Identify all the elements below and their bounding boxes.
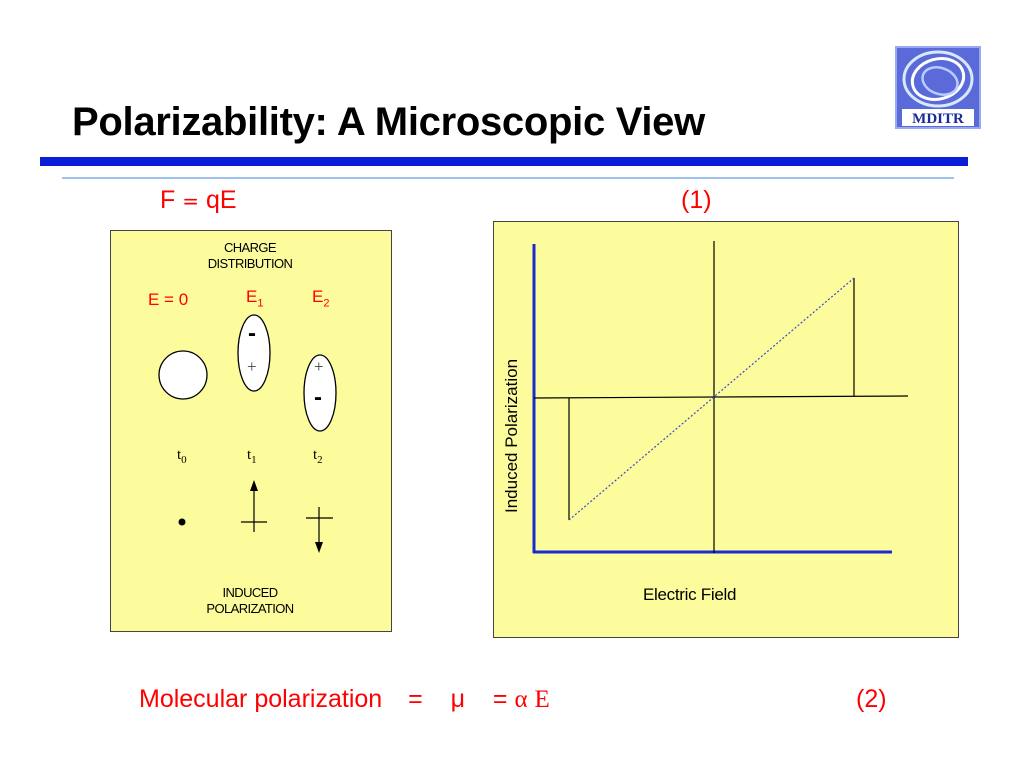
force-equation: F = qE <box>160 186 237 215</box>
t2-base: t <box>313 447 318 463</box>
dipole-2-arrowhead <box>315 542 323 553</box>
y-axis-label: Induced Polarization <box>502 358 521 513</box>
time-t2-label: t2 <box>313 447 323 466</box>
equation-number-2: (2) <box>856 685 887 713</box>
time-t1-label: t1 <box>247 447 257 466</box>
t1-base: t <box>247 447 252 463</box>
equation-text: Molecular polarization <box>139 685 383 713</box>
charge-distribution-heading: CHARGE DISTRIBUTION <box>190 240 310 272</box>
slide-title: Polarizability: A Microscopic View <box>72 100 705 144</box>
e1-plus-charge: + <box>247 357 257 376</box>
title-underline-thin <box>62 177 954 179</box>
field-e1-label: E1 <box>246 287 263 309</box>
e2-base: E <box>312 287 324 306</box>
t2-sub: 2 <box>317 454 323 466</box>
force-symbol: F <box>160 186 176 214</box>
zero-dipole-dot <box>178 518 186 526</box>
e2-plus-charge: + <box>314 357 324 376</box>
field-zero-label: E = 0 <box>148 290 189 309</box>
polarization-graph-panel <box>493 221 959 638</box>
title-underline-thick <box>40 157 968 166</box>
induced-polarization-heading: INDUCED POLARIZATION <box>187 585 313 617</box>
dipole-moment-symbol: μ <box>450 685 466 713</box>
e1-sub: 1 <box>257 297 264 310</box>
equals-sign-1: = <box>408 685 423 713</box>
footer-line-1: INDUCED <box>222 585 278 600</box>
footer-line-2: POLARIZATION <box>206 601 294 616</box>
field-e2-label: E2 <box>312 287 329 309</box>
e2-minus-charge: - <box>314 384 322 411</box>
equals-sign: = <box>182 189 199 213</box>
equation-number-1: (1) <box>681 186 712 214</box>
e1-minus-charge: - <box>248 320 256 347</box>
e1-base: E <box>246 287 258 306</box>
polarized-atom-e2 <box>303 354 337 432</box>
zero-polarization-line <box>533 395 909 399</box>
equals-sign-2: = <box>492 685 508 713</box>
polarizability-symbol: α <box>514 686 528 713</box>
linear-response-line <box>568 277 855 521</box>
x-axis-label: Electric Field <box>643 585 737 604</box>
t0-sub: 0 <box>181 454 187 466</box>
charge-field-product: qE <box>205 186 237 214</box>
dipole-1-arrowhead <box>250 480 258 491</box>
polarized-atom-e1 <box>237 314 271 392</box>
molecular-polarization-equation: Molecular polarization = μ = α E <box>139 685 550 714</box>
time-t0-label: t0 <box>177 447 187 466</box>
field-symbol: E <box>534 686 550 713</box>
unpolarized-atom-circle <box>158 350 208 400</box>
t0-base: t <box>177 447 182 463</box>
charge-distribution-panel <box>110 230 392 632</box>
heading-line-1: CHARGE <box>223 240 277 255</box>
heading-line-2: DISTRIBUTION <box>207 256 293 271</box>
mditr-logo: MDITR <box>894 45 982 130</box>
logo-text: MDITR <box>912 111 964 127</box>
e2-sub: 2 <box>323 297 330 310</box>
t1-sub: 1 <box>251 454 257 466</box>
